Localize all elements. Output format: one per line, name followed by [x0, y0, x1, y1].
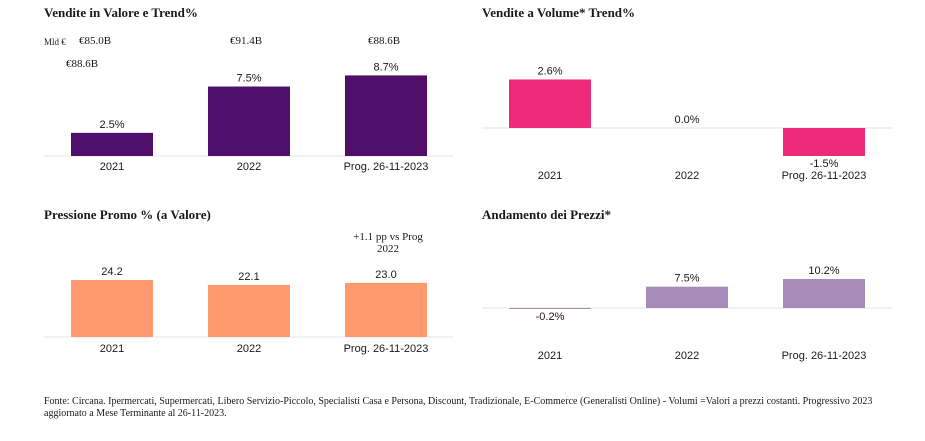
data-label: 7.5%: [674, 273, 699, 285]
bar-2022: [208, 86, 290, 156]
data-label: 2.6%: [537, 65, 562, 77]
bar-2021: [71, 280, 153, 337]
category-label: 2022: [237, 161, 261, 173]
promo-annotation-line-2: 2022: [377, 243, 399, 255]
data-label: 24.2: [101, 266, 122, 278]
value-label-2022: €91.4B: [230, 35, 263, 47]
data-label: 8.7%: [373, 61, 398, 73]
bar-prog-26-11-2023: [345, 282, 427, 337]
bar-prog-26-11-2023: [345, 75, 427, 156]
category-label: Prog. 26-11-2023: [344, 161, 429, 173]
data-label: 23.0: [375, 269, 396, 281]
category-label: 2022: [675, 170, 699, 182]
bar-2022: [646, 286, 728, 308]
category-label: Prog. 26-11-2023: [782, 170, 867, 182]
category-label: Prog. 26-11-2023: [344, 343, 429, 355]
bar-2022: [208, 284, 290, 337]
data-label: 2.5%: [99, 119, 124, 131]
data-label: 22.1: [238, 271, 259, 283]
promo-annotation-line-1: +1.1 pp vs Prog: [353, 231, 423, 243]
category-label: Prog. 26-11-2023: [782, 350, 867, 362]
data-label: 0.0%: [674, 114, 699, 126]
bar-prog-26-11-2023: [783, 128, 865, 156]
value-label-2021: €85.0B: [79, 35, 112, 47]
footnote: Fonte: Circana. Ipermercati, Supermercat…: [44, 396, 873, 419]
category-label: 2022: [237, 343, 261, 355]
bar-2021: [71, 132, 153, 156]
data-label: -0.2%: [536, 311, 565, 323]
category-label: 2022: [675, 350, 699, 362]
unit-label: Mld €: [44, 37, 66, 47]
chart-title-volume: Vendite a Volume* Trend%: [482, 5, 636, 20]
bar-prog-26-11-2023: [783, 279, 865, 308]
extra-value-label: €88.6B: [66, 58, 99, 70]
data-label: -1.5%: [810, 158, 839, 170]
data-label: 7.5%: [236, 73, 261, 85]
category-label: 2021: [538, 350, 562, 362]
category-label: 2021: [100, 161, 124, 173]
category-label: 2021: [100, 343, 124, 355]
promo-annotation: +1.1 pp vs Prog 2022: [343, 231, 433, 255]
category-label: 2021: [538, 170, 562, 182]
bar-2021: [509, 308, 591, 309]
chart-title-valore: Vendite in Valore e Trend%: [44, 5, 198, 20]
value-label-2023: €88.6B: [368, 35, 401, 47]
chart-title-promo: Pressione Promo % (a Valore): [44, 207, 211, 222]
bar-2021: [509, 79, 591, 128]
data-label: 10.2%: [808, 265, 839, 277]
chart-title-prezzi: Andamento dei Prezzi*: [482, 207, 612, 222]
